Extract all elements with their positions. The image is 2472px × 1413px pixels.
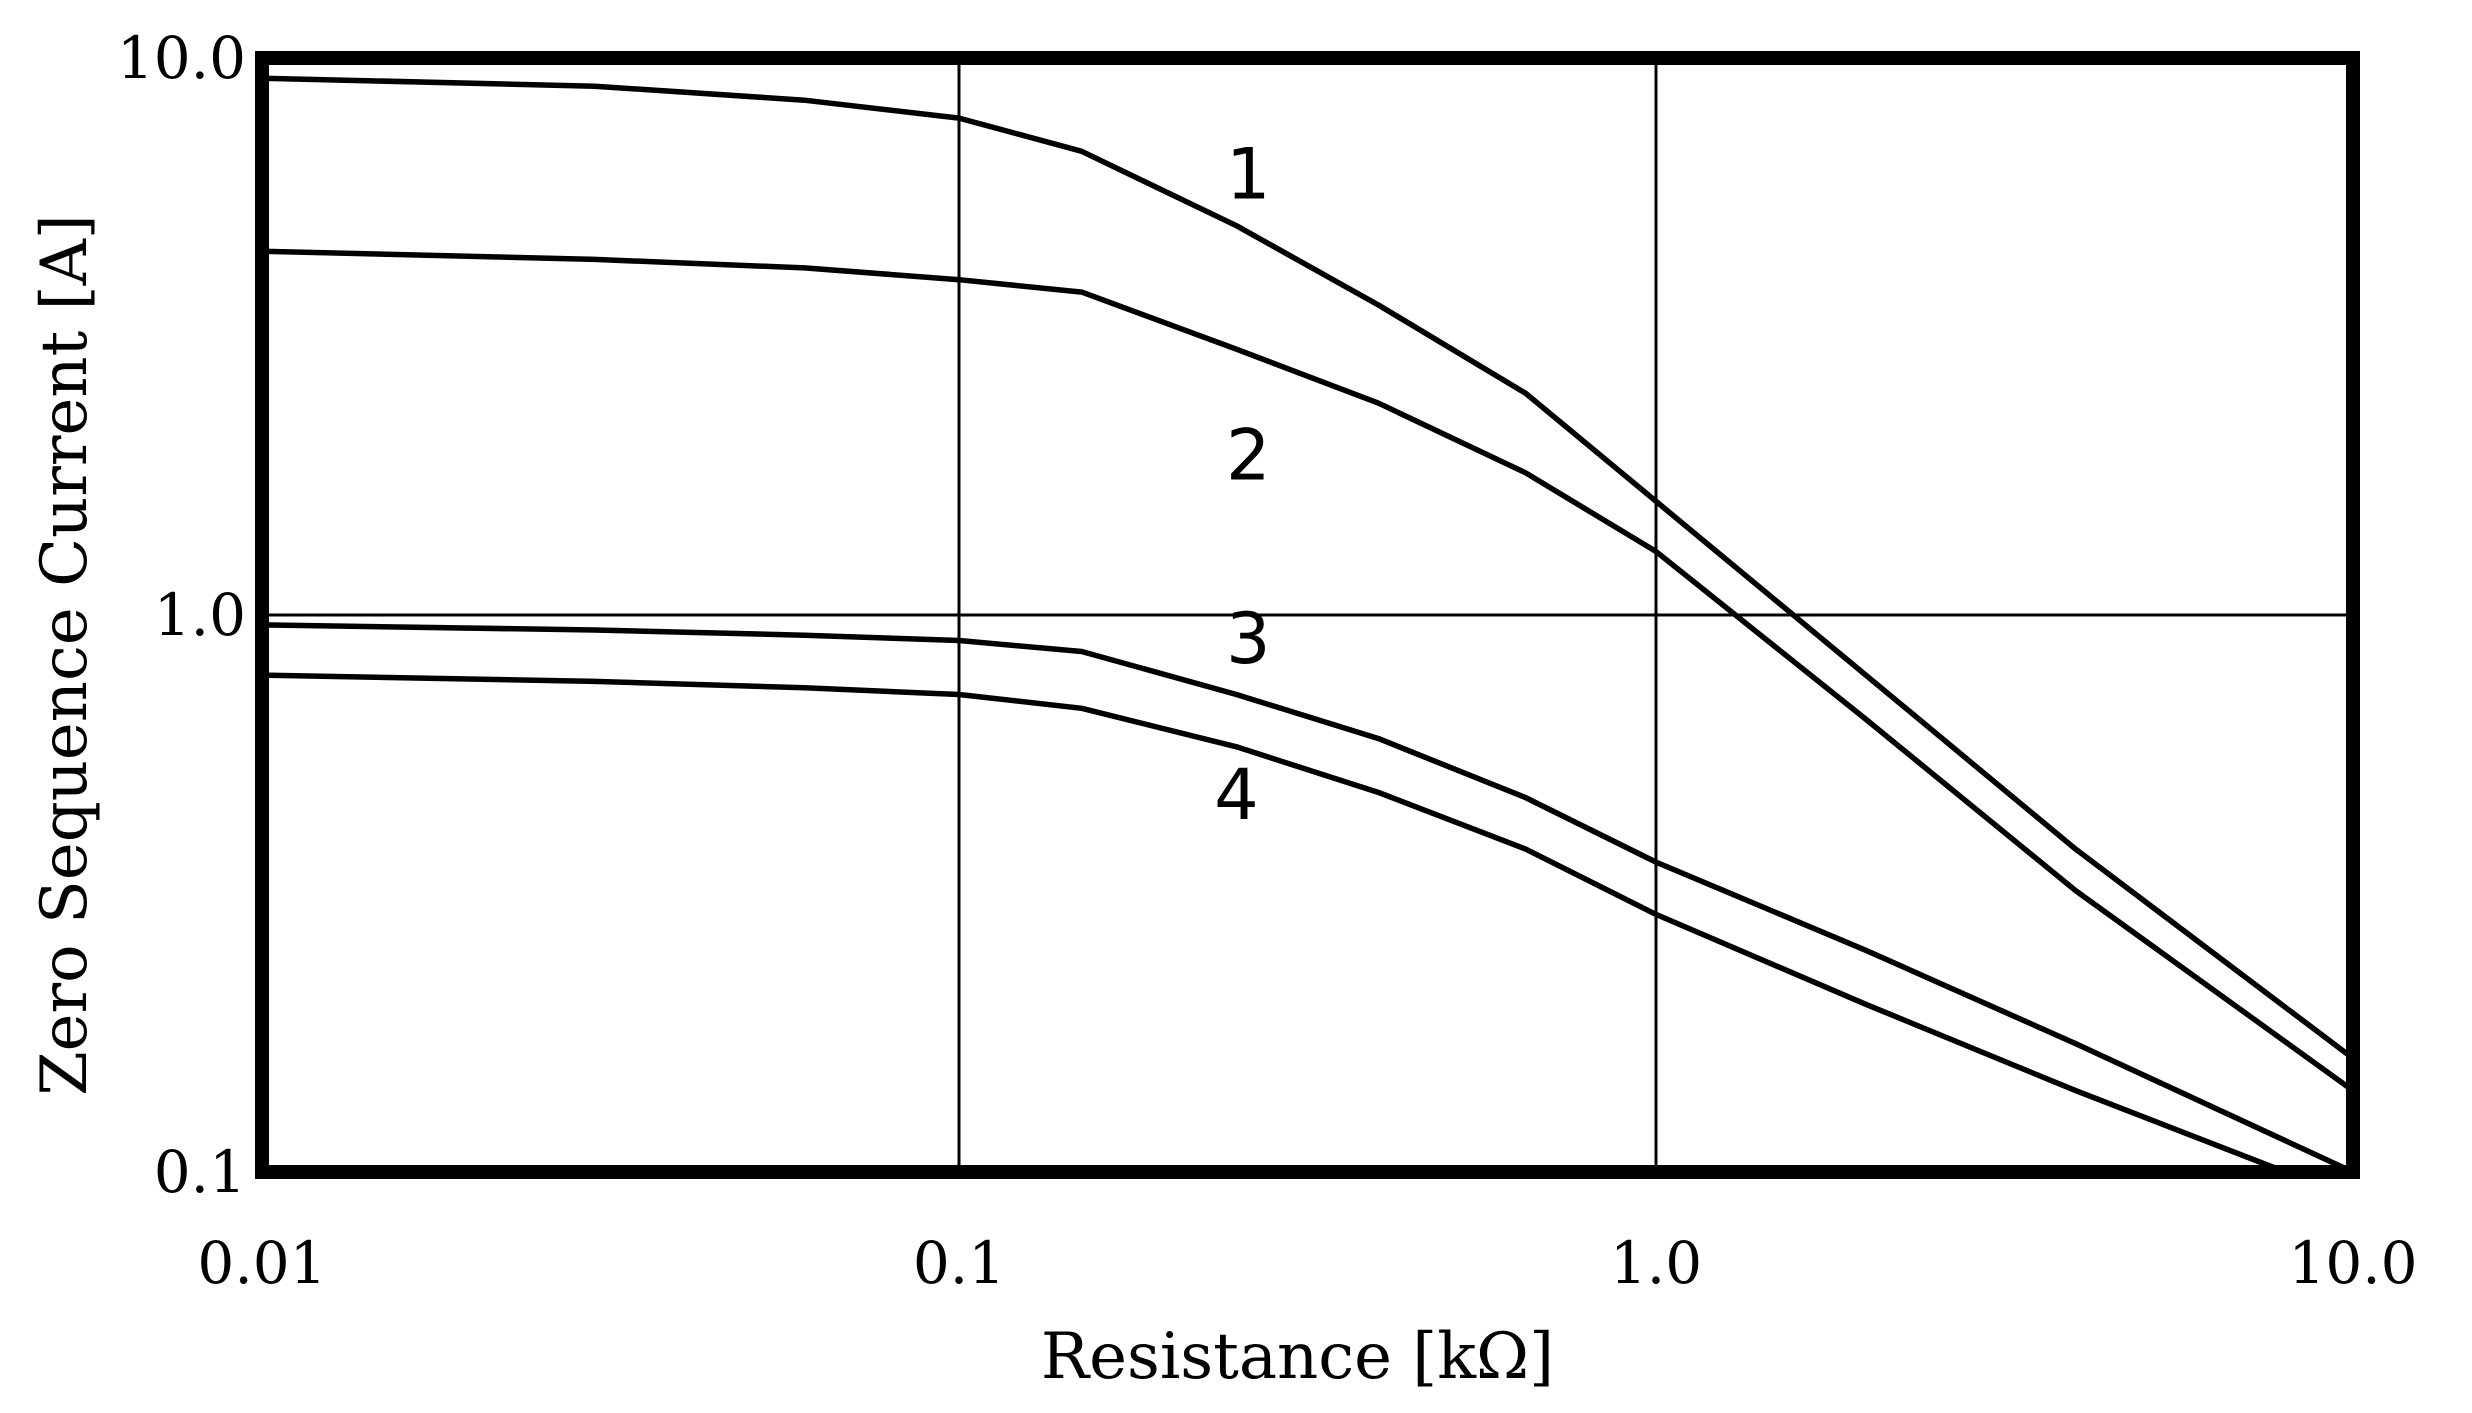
curve-label-2: 2 [1226, 415, 1271, 497]
curve-label-3: 3 [1226, 598, 1271, 680]
x-tick-label: 0.1 [913, 1229, 1005, 1297]
y-tick-label: 10.0 [117, 24, 246, 92]
curve-3 [261, 622, 2355, 1175]
y-axis-title: Zero Sequence Current [A] [28, 214, 102, 1096]
curve-label-1: 1 [1226, 133, 1271, 215]
y-tick-label: 0.1 [154, 1138, 246, 1206]
curve-layer [261, 75, 2355, 1175]
tick-label-layer: 0.01 0.1 1.0 10.0 10.0 1.0 0.1 [117, 24, 2418, 1297]
curve-label-layer: 1 2 3 4 [1214, 133, 1270, 836]
x-tick-label: 0.01 [197, 1229, 326, 1297]
x-axis-title: Resistance [kΩ] [1041, 1320, 1554, 1394]
plot-frame [255, 51, 2360, 1179]
x-tick-label: 10.0 [2288, 1229, 2417, 1297]
curve-label-4: 4 [1214, 754, 1259, 836]
x-tick-label: 1.0 [1610, 1229, 1702, 1297]
curve-4 [261, 672, 2287, 1175]
y-tick-label: 1.0 [154, 581, 246, 649]
curve-2 [261, 248, 2355, 1093]
grid-layer [262, 58, 2353, 1172]
curve-1 [261, 75, 2355, 1061]
